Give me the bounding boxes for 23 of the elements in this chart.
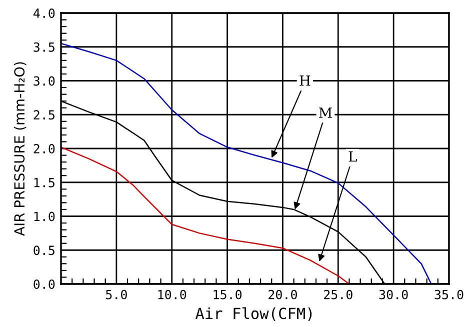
x-tick-label: 20.0 bbox=[268, 290, 297, 300]
x-tick-label: 15.0 bbox=[214, 290, 242, 300]
y-tick-label: 1.0 bbox=[34, 212, 55, 222]
line-series bbox=[61, 42, 432, 284]
y-tick-label: 2.0 bbox=[34, 144, 55, 154]
y-tick-label: 1.5 bbox=[34, 178, 54, 188]
x-tick-label: 25.0 bbox=[324, 290, 352, 300]
x-tick-label: 5.0 bbox=[106, 290, 127, 300]
y-tick-label: 3.0 bbox=[34, 76, 55, 86]
annotation: M bbox=[319, 108, 332, 118]
x-axis-title: Air Flow(CFM) bbox=[195, 307, 312, 321]
y-tick-label: 2.5 bbox=[34, 110, 54, 120]
annotation: L bbox=[348, 151, 357, 162]
x-tick-label: 30.0 bbox=[379, 290, 408, 300]
line-series bbox=[61, 146, 350, 284]
annotation: H bbox=[300, 76, 310, 86]
y-tick-label: 3.5 bbox=[34, 42, 54, 52]
y-tick-label: 4.0 bbox=[33, 8, 55, 18]
y-tick-label: 0.5 bbox=[34, 246, 54, 256]
y-tick-label: 0.0 bbox=[34, 280, 55, 289]
x-tick-label: 10.0 bbox=[158, 290, 186, 300]
x-tick-label: 35.0 bbox=[434, 290, 464, 300]
y-axis-title: AIR PRESSURE (mm-H₂O) bbox=[14, 62, 26, 236]
